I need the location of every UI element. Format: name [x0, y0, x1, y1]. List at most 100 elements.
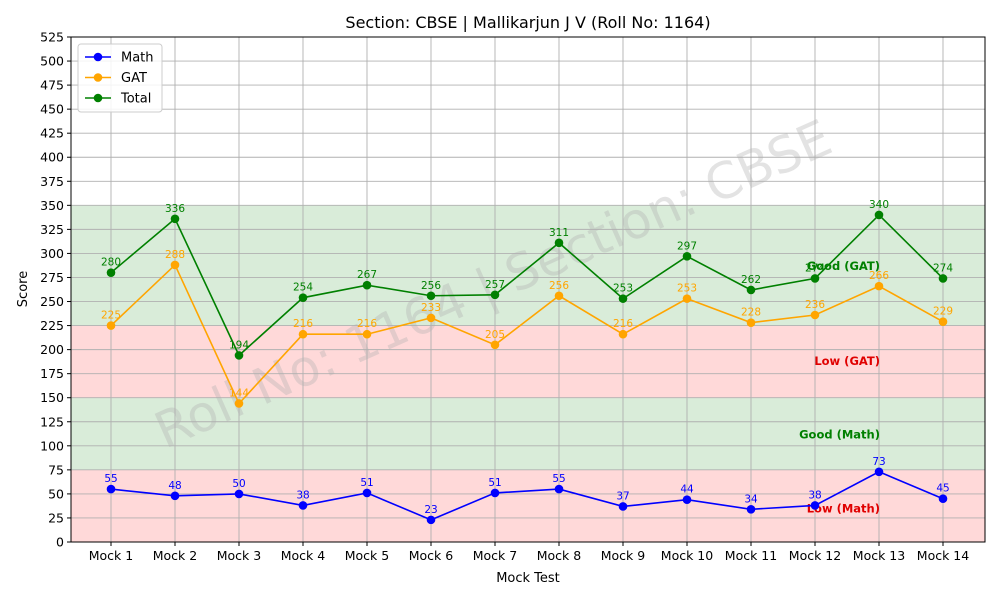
- data-label-math: 37: [616, 490, 629, 502]
- zone-label: Low (GAT): [814, 354, 880, 368]
- data-label-total: 253: [613, 283, 633, 295]
- x-tick-label: Mock 3: [217, 548, 261, 563]
- y-tick-label: 0: [56, 535, 64, 550]
- data-label-total: 262: [741, 274, 761, 286]
- data-label-gat: 236: [805, 299, 825, 311]
- data-label-gat: 216: [613, 318, 633, 330]
- data-point-math: [938, 494, 948, 504]
- y-tick-label: 450: [40, 102, 64, 117]
- data-point-math: [490, 488, 500, 498]
- x-tick-label: Mock 6: [409, 548, 454, 563]
- data-point-math: [234, 489, 244, 499]
- data-point-math: [746, 504, 756, 514]
- data-point-total: [298, 293, 308, 302]
- data-point-gat: [426, 313, 436, 323]
- series-lines: [106, 210, 948, 525]
- y-tick-label: 100: [40, 438, 64, 453]
- data-labels: 55 48 50 38 51 23 51 55 37 44 34 38 73 45 225 288 144 216…: [101, 199, 953, 516]
- y-tick-label: 425: [40, 126, 64, 141]
- data-point-total: [874, 210, 884, 220]
- zone-label: Low (Math): [807, 501, 880, 515]
- zone-label: Good (Math): [799, 427, 880, 441]
- data-label-total: 194: [229, 339, 249, 351]
- data-label-gat: 256: [549, 280, 569, 292]
- data-point-gat: [874, 281, 884, 291]
- data-point-total: [362, 280, 372, 290]
- data-label-total: 274: [933, 262, 953, 274]
- zone-band: [71, 325, 985, 398]
- x-tick-label: Mock 5: [345, 548, 389, 563]
- data-point-gat: [746, 318, 756, 327]
- data-label-math: 48: [168, 480, 181, 492]
- y-tick-label: 50: [48, 486, 64, 501]
- data-label-gat: 216: [357, 318, 377, 330]
- data-label-total: 280: [101, 257, 121, 269]
- legend-marker: [93, 93, 103, 103]
- legend-label: Math: [121, 51, 154, 66]
- data-point-total: [106, 268, 116, 277]
- x-tick-label: Mock 2: [153, 548, 197, 563]
- data-label-total: 274: [805, 262, 825, 274]
- data-point-total: [682, 252, 692, 261]
- y-tick-label: 375: [40, 174, 64, 189]
- data-label-total: 340: [869, 199, 889, 211]
- legend-marker: [93, 73, 103, 82]
- data-point-total: [554, 238, 564, 248]
- data-point-total: [618, 294, 628, 303]
- data-point-gat: [618, 329, 628, 339]
- data-label-math: 51: [488, 477, 501, 489]
- x-tick-label: Mock 11: [725, 548, 777, 563]
- data-point-total: [746, 285, 756, 295]
- x-tick-label: Mock 8: [537, 548, 582, 563]
- y-tick-label: 150: [40, 390, 64, 405]
- legend-label: GAT: [121, 71, 147, 86]
- data-point-math: [106, 484, 116, 494]
- data-label-gat: 229: [933, 306, 953, 318]
- data-point-total: [938, 274, 948, 283]
- data-label-math: 73: [872, 456, 885, 468]
- y-tick-label: 25: [48, 510, 64, 525]
- data-label-total: 311: [549, 227, 569, 239]
- data-label-total: 254: [293, 282, 313, 294]
- data-label-math: 38: [808, 489, 821, 501]
- series-line-math: [110, 470, 944, 521]
- data-point-math: [682, 495, 692, 504]
- data-point-math: [170, 491, 180, 501]
- zone-band: [71, 205, 985, 326]
- legend: Math GAT Total: [77, 43, 163, 113]
- data-point-math: [874, 467, 884, 477]
- x-tick-label: Mock 14: [917, 548, 969, 563]
- y-tick-label: 400: [40, 150, 64, 165]
- data-label-gat: 266: [869, 270, 889, 282]
- zone-bands: [71, 205, 985, 542]
- y-tick-label: 350: [40, 198, 64, 213]
- data-label-gat: 144: [229, 387, 249, 399]
- legend-marker: [93, 52, 103, 62]
- legend-label: Total: [120, 92, 151, 107]
- data-label-math: 34: [744, 493, 758, 505]
- x-axis-ticks: Mock 1 Mock 2 Mock 3 Mock 4 Mock 5 Mock 6 Mock…: [89, 542, 969, 563]
- y-tick-label: 300: [40, 246, 64, 261]
- data-point-gat: [682, 294, 692, 303]
- y-tick-label: 225: [40, 318, 64, 333]
- data-point-total: [234, 351, 244, 360]
- data-point-math: [810, 501, 820, 510]
- data-label-math: 55: [552, 473, 565, 485]
- y-tick-label: 75: [48, 462, 64, 477]
- data-label-gat: 225: [101, 310, 121, 322]
- data-point-gat: [810, 310, 820, 320]
- data-label-math: 23: [424, 504, 437, 516]
- zone-labels: Low (Math)Good (Math)Low (GAT)Good (GAT): [799, 259, 880, 515]
- data-point-gat: [554, 291, 564, 301]
- data-label-gat: 205: [485, 329, 505, 341]
- data-label-total: 336: [165, 203, 185, 215]
- data-point-math: [618, 502, 628, 511]
- x-tick-label: Mock 1: [89, 548, 133, 563]
- data-point-total: [426, 291, 436, 301]
- data-point-total: [170, 214, 180, 224]
- zone-band: [71, 397, 985, 470]
- y-tick-label: 250: [40, 294, 64, 309]
- series-line-gat: [110, 263, 944, 405]
- y-tick-label: 175: [40, 366, 64, 381]
